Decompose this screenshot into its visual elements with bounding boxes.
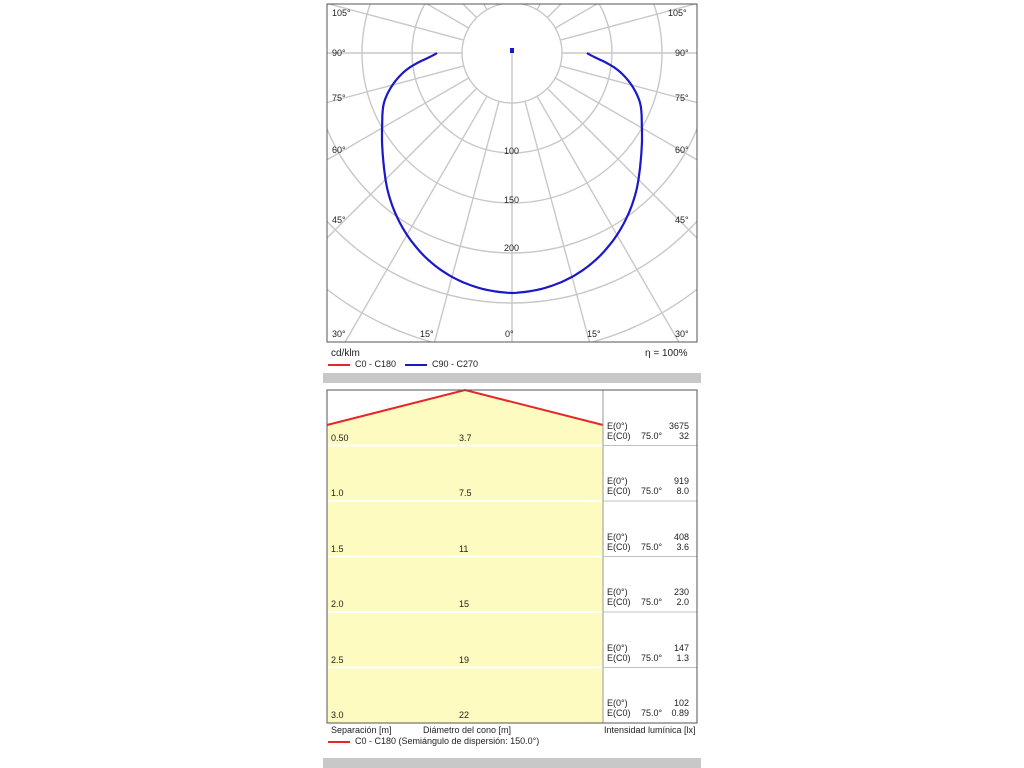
row-ec0-label: E(C0) <box>607 597 631 607</box>
angle-label-right-90: 90° <box>675 48 689 58</box>
polar-spoke-45 <box>546 87 697 239</box>
row-separation: 2.5 <box>331 654 344 665</box>
polar-spoke-105 <box>560 4 697 41</box>
row-separation: 2.0 <box>331 599 344 609</box>
polar-spoke--45 <box>327 87 478 239</box>
row-e0-value: 3675 <box>668 420 689 431</box>
legend-label-c90-c270: C90 - C270 <box>432 359 479 369</box>
row-separation: 1.5 <box>331 543 344 554</box>
polar-spoke-60 <box>554 77 697 161</box>
unit-label: cd/klm <box>331 348 360 359</box>
angle-label-right-45: 45° <box>675 215 689 225</box>
row-e0-label: E(0°) <box>607 420 628 431</box>
row-diameter: 22 <box>459 710 470 720</box>
row-diameter: 7.5 <box>459 488 472 498</box>
polar-spoke-30 <box>536 95 680 342</box>
row-ec0-value: 1.3 <box>676 652 689 663</box>
row-ec0-label: E(C0) <box>607 708 631 718</box>
row-ec0-value: 32 <box>678 430 689 441</box>
angle-label-left-60: 60° <box>332 145 346 155</box>
row-ec0-label: E(C0) <box>607 652 631 663</box>
cone-frame <box>326 389 698 724</box>
radial-label-200: 200 <box>504 243 520 253</box>
row-ec0-label: E(C0) <box>607 430 631 441</box>
polar-spoke--30 <box>344 95 488 342</box>
row-e0-value: 230 <box>673 587 689 597</box>
row-e0-value: 408 <box>673 531 689 542</box>
separator-bar-top <box>323 373 701 383</box>
cone-legend-label: C0 - C180 (Semiángulo de dispersión: 150… <box>355 736 540 746</box>
row-angle: 75.0° <box>641 652 663 663</box>
angle-label-right-60: 60° <box>675 145 689 155</box>
row-e0-label: E(0°) <box>607 587 628 597</box>
legend-label-c0-c180: C0 - C180 <box>355 359 397 369</box>
angle-label-left-105: 105° <box>332 8 351 18</box>
series-c90-c270 <box>380 52 644 295</box>
row-e0-label: E(0°) <box>607 476 628 486</box>
angle-label-right-75: 75° <box>675 93 689 103</box>
angle-label-bottom-0: 0° <box>505 329 514 339</box>
separator-bar-bottom <box>323 758 701 768</box>
row-angle: 75.0° <box>641 430 663 441</box>
polar-diagram <box>326 3 698 343</box>
footer-intensity: Intensidad lumínica [lx] <box>604 725 696 735</box>
polar-spoke--105 <box>327 4 464 41</box>
angle-label-left-90: 90° <box>332 48 346 58</box>
radial-label-150: 150 <box>504 195 520 205</box>
efficiency-label: η = 100% <box>645 348 688 359</box>
row-ec0-value: 0.89 <box>671 708 689 718</box>
polar-diagram-panel: 105° 90° 75° 60° 45° 30° 105° 90° 75° 60… <box>323 0 701 372</box>
polar-grid <box>327 4 697 342</box>
row-angle: 75.0° <box>641 541 663 552</box>
row-e0-label: E(0°) <box>607 642 628 653</box>
polar-frame <box>326 3 698 343</box>
row-ec0-value: 3.6 <box>676 541 689 552</box>
cone-diagram-panel: 0.50 3.7 E(0°) 3675 E(C0) 75.0° 32 1.0 7.5 E(0°) 9… <box>323 385 701 768</box>
row-ec0-value: 2.0 <box>676 597 689 607</box>
radial-label-100: 100 <box>504 146 520 156</box>
polar-spoke--15 <box>433 101 500 342</box>
legend-line-c90-c270 <box>405 364 427 366</box>
legend-line-c0-c180 <box>328 364 350 366</box>
polar-spoke-75 <box>560 65 697 104</box>
row-ec0-value: 8.0 <box>676 486 689 496</box>
row-e0-value: 102 <box>673 698 689 708</box>
row-diameter: 11 <box>459 543 469 554</box>
angle-label-left-45: 45° <box>332 215 346 225</box>
footer-separation: Separación [m] <box>331 725 392 735</box>
row-diameter: 19 <box>459 654 470 665</box>
cone-diagram <box>326 388 698 724</box>
row-separation: 1.0 <box>331 488 344 498</box>
row-diameter: 15 <box>459 599 470 609</box>
row-separation: 0.50 <box>331 432 349 443</box>
angle-label-bottom-15-right: 15° <box>587 329 601 339</box>
footer-diameter: Diámetro del cono [m] <box>423 725 512 735</box>
angle-label-right-105: 105° <box>668 8 687 18</box>
row-angle: 75.0° <box>641 708 663 718</box>
row-diameter: 3.7 <box>459 432 472 443</box>
row-ec0-label: E(C0) <box>607 541 631 552</box>
row-e0-value: 147 <box>673 642 689 653</box>
angle-label-bottom-15-left: 15° <box>420 329 434 339</box>
row-separation: 3.0 <box>331 710 344 720</box>
cone-legend-line <box>328 741 350 743</box>
row-e0-label: E(0°) <box>607 531 628 542</box>
row-angle: 75.0° <box>641 597 663 607</box>
series-c90-c270-top-marker <box>510 48 514 53</box>
polar-spoke-15 <box>524 101 591 342</box>
polar-spoke--75 <box>327 65 464 104</box>
angle-label-left-30: 30° <box>332 329 346 339</box>
polar-spoke--60 <box>327 77 470 161</box>
row-e0-value: 919 <box>673 476 689 486</box>
row-e0-label: E(0°) <box>607 698 628 708</box>
row-angle: 75.0° <box>641 486 663 496</box>
row-ec0-label: E(C0) <box>607 486 631 496</box>
angle-label-right-30: 30° <box>675 329 689 339</box>
angle-label-left-75: 75° <box>332 93 346 103</box>
